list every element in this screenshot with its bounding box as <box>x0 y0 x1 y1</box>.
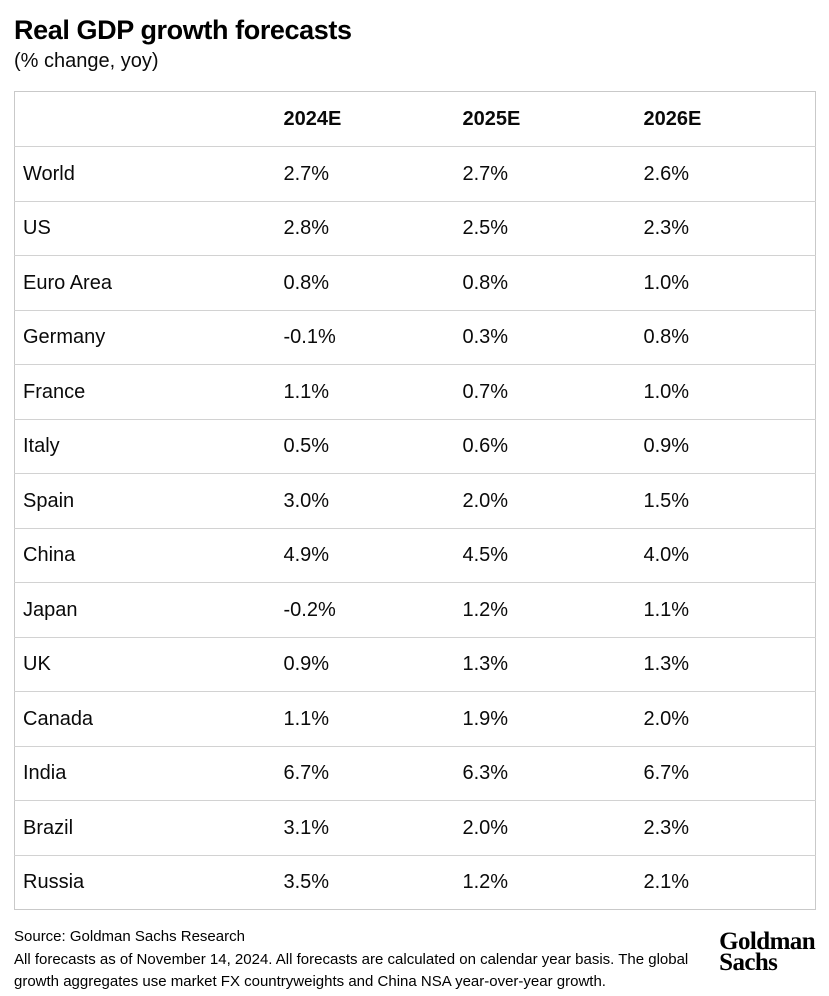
forecast-table-body: World 2.7% 2.7% 2.6% US 2.8% 2.5% 2.3% Euro Area… <box>14 146 816 910</box>
value-cell: 6.3% <box>462 762 509 785</box>
value-cell: 2.5% <box>462 217 509 240</box>
value-cell: 2.3% <box>643 217 690 240</box>
table-row: Euro Area 0.8% 0.8% 1.0% <box>14 255 816 311</box>
row-label: Russia <box>23 871 85 894</box>
value-cell: 2.0% <box>462 816 509 839</box>
value-cell: 1.2% <box>462 871 509 894</box>
logo-line-2: Sachs <box>719 949 778 977</box>
value-cell: 0.8% <box>283 271 330 294</box>
row-label: France <box>23 380 86 403</box>
page-title: Real GDP growth forecasts <box>14 15 352 45</box>
row-label: Spain <box>23 489 75 512</box>
row-label: Canada <box>23 707 94 730</box>
row-label: China <box>23 544 76 567</box>
value-cell: 6.7% <box>283 762 330 785</box>
value-cell: 2.1% <box>643 871 690 894</box>
table-row: Japan -0.2% 1.2% 1.1% <box>14 582 816 638</box>
header-cell-2024: 2024E <box>283 107 342 130</box>
value-cell: 1.3% <box>643 653 690 676</box>
table-row: Russia 3.5% 1.2% 2.1% <box>14 855 816 910</box>
table-row: Germany -0.1% 0.3% 0.8% <box>14 310 816 365</box>
value-cell: 1.0% <box>643 380 690 403</box>
row-label: Italy <box>23 435 60 458</box>
forecast-table-header: 2024E 2025E 2026E <box>15 92 816 147</box>
header-row: 2024E 2025E 2026E <box>15 92 816 147</box>
value-cell: 4.0% <box>643 544 690 567</box>
value-cell: 3.1% <box>283 816 330 839</box>
table-row: Brazil 3.1% 2.0% 2.3% <box>14 800 816 856</box>
value-cell: 1.1% <box>643 598 690 621</box>
value-cell: 0.8% <box>643 326 690 349</box>
value-cell: 0.6% <box>462 435 509 458</box>
value-cell: 0.3% <box>462 326 509 349</box>
value-cell: 0.9% <box>643 435 690 458</box>
value-cell: 3.5% <box>283 871 330 894</box>
header-cell-2025: 2025E <box>462 107 521 130</box>
row-label: India <box>23 762 67 785</box>
value-cell: 0.7% <box>462 380 509 403</box>
value-cell: 2.0% <box>643 707 690 730</box>
row-label: US <box>23 217 51 240</box>
header-cell-2026: 2026E <box>643 107 702 130</box>
row-label: Japan <box>23 598 78 621</box>
row-label: Euro Area <box>23 271 112 294</box>
table-row: US 2.8% 2.5% 2.3% <box>14 201 816 256</box>
value-cell: 4.9% <box>283 544 330 567</box>
value-cell: -0.1% <box>283 326 336 349</box>
table-row: Italy 0.5% 0.6% 0.9% <box>14 419 816 474</box>
table-row: Spain 3.0% 2.0% 1.5% <box>14 473 816 529</box>
value-cell: 2.3% <box>643 816 690 839</box>
value-cell: 0.8% <box>462 271 509 294</box>
logo-line-1: Goldman <box>719 928 815 956</box>
table-row: Canada 1.1% 1.9% 2.0% <box>14 691 816 747</box>
value-cell: 0.5% <box>283 435 330 458</box>
value-cell: -0.2% <box>283 598 336 621</box>
goldman-sachs-logo: Goldman Sachs <box>719 926 815 977</box>
value-cell: 1.2% <box>462 598 509 621</box>
table-row: China 4.9% 4.5% 4.0% <box>14 528 816 583</box>
value-cell: 2.0% <box>462 489 509 512</box>
row-label: UK <box>23 653 51 676</box>
value-cell: 0.9% <box>283 653 330 676</box>
footnote-text: All forecasts as of November 14, 2024. A… <box>14 950 689 991</box>
value-cell: 1.9% <box>462 707 509 730</box>
table-row: France 1.1% 0.7% 1.0% <box>14 364 816 420</box>
value-cell: 1.3% <box>462 653 509 676</box>
value-cell: 3.0% <box>283 489 330 512</box>
row-label: Germany <box>23 326 106 349</box>
value-cell: 2.7% <box>462 162 509 185</box>
figure-footer: Source: Goldman Sachs Research All forec… <box>14 926 816 994</box>
table-row: World 2.7% 2.7% 2.6% <box>14 146 816 202</box>
value-cell: 6.7% <box>643 762 690 785</box>
value-cell: 2.6% <box>643 162 690 185</box>
value-cell: 2.7% <box>283 162 330 185</box>
row-label: Brazil <box>23 816 74 839</box>
source-text: Source: Goldman Sachs Research <box>14 928 245 946</box>
row-label: World <box>23 162 75 185</box>
table-row: UK 0.9% 1.3% 1.3% <box>14 637 816 692</box>
value-cell: 1.1% <box>283 707 330 730</box>
value-cell: 1.0% <box>643 271 690 294</box>
page-subtitle: (% change, yoy) <box>14 50 159 73</box>
value-cell: 1.1% <box>283 380 330 403</box>
value-cell: 4.5% <box>462 544 509 567</box>
header-cell-empty <box>15 92 276 147</box>
footer-notes: Source: Goldman Sachs Research All forec… <box>14 926 692 994</box>
value-cell: 2.8% <box>283 217 330 240</box>
table-row: India 6.7% 6.3% 6.7% <box>14 746 816 801</box>
forecast-table: 2024E 2025E 2026E World 2.7% 2.7% 2.6% US 2.8… <box>14 91 816 911</box>
value-cell: 1.5% <box>643 489 690 512</box>
